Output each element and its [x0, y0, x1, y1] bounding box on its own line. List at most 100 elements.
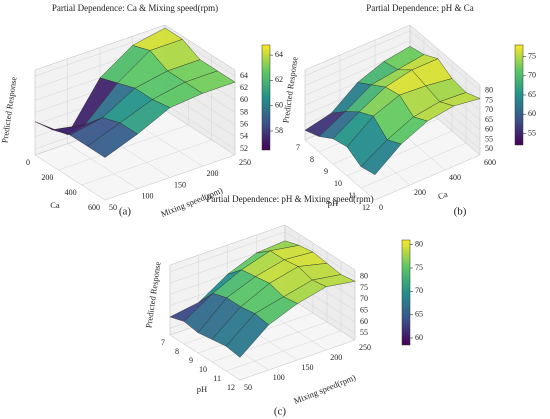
- surface-patch: [87, 122, 138, 158]
- surface-patch: [360, 139, 402, 175]
- colorbar-tick-label: 75: [528, 51, 536, 60]
- colorbar-tick-label: 62: [275, 75, 283, 84]
- colorbar-tick-label: 65: [528, 90, 536, 99]
- x-axis-label: Ca: [50, 200, 60, 210]
- z-axis-label: Predicted Response: [143, 261, 162, 329]
- z-tick-label: 70: [360, 294, 368, 303]
- grid-line: [164, 103, 236, 150]
- z-tick-label: 60: [240, 95, 248, 104]
- z-tick-label: 70: [485, 105, 493, 114]
- y-tick-label: 200: [330, 353, 342, 362]
- z-tick-label: 64: [240, 71, 248, 80]
- grid-line: [169, 334, 241, 381]
- colorbar-tick-label: 58: [275, 126, 283, 135]
- y-tick-label: 100: [142, 192, 154, 201]
- x-tick-label: 8: [310, 155, 314, 164]
- x-tick-label: 8: [175, 347, 179, 356]
- y-tick-label: 400: [449, 173, 461, 182]
- x-tick-label: 10: [334, 179, 342, 188]
- y-tick-label: 200: [414, 188, 426, 197]
- colorbar-tick-label: 60: [415, 333, 423, 342]
- surface-patch: [225, 313, 270, 358]
- grid-line: [34, 30, 166, 77]
- z-tick-label: 60: [485, 125, 493, 134]
- panel: 0 200 400 600 50 100 150 200 250 52 54 56 58 60 62 64 Pa…: [0, 3, 283, 219]
- colorbar-tick-label: 75: [415, 263, 423, 272]
- z-tick-label: 75: [360, 283, 368, 292]
- x-tick-label: 0: [26, 158, 30, 167]
- grid-line: [164, 109, 236, 156]
- z-tick-label: 56: [240, 119, 248, 128]
- y-tick-label: 250: [239, 158, 251, 167]
- colorbar: [514, 44, 524, 146]
- z-axis-label: Predicted Response: [280, 56, 299, 124]
- y-axis-label: Mixing speed(rpm): [292, 372, 357, 406]
- panel-label: (a): [119, 206, 132, 218]
- x-tick-label: 7: [296, 143, 300, 152]
- z-tick-label: 50: [485, 144, 493, 153]
- y-tick-label: 150: [302, 363, 314, 372]
- z-tick-label: 54: [240, 132, 248, 141]
- chart-title: Partial Dependence: pH & Ca: [366, 3, 473, 13]
- z-tick-label: 80: [485, 86, 493, 95]
- x-axis-label: pH: [197, 384, 207, 394]
- panel-label: (b): [454, 206, 467, 218]
- panel: 7 8 9 10 11 12 50 100 150 200 250 55 60 65 70 75 80 Parti…: [143, 194, 423, 417]
- z-tick-label: 60: [360, 317, 368, 326]
- x-axis-label: pH: [328, 198, 338, 208]
- colorbar: [261, 44, 271, 151]
- z-tick-label: 55: [485, 134, 493, 143]
- colorbar-tick-label: 60: [275, 101, 283, 110]
- z-tick-label: 52: [240, 144, 248, 153]
- x-tick-label: 12: [227, 383, 235, 392]
- colorbar-tick-label: 65: [415, 309, 423, 318]
- y-tick-label: 0: [379, 203, 383, 212]
- x-tick-label: 10: [199, 365, 207, 374]
- grid-line: [304, 30, 411, 77]
- z-tick-label: 62: [240, 83, 248, 92]
- colorbar-tick-label: 70: [528, 71, 536, 80]
- z-tick-label: 58: [240, 107, 248, 116]
- x-tick-label: 600: [88, 203, 100, 212]
- x-tick-label: 11: [348, 191, 356, 200]
- z-axis-label: Predicted Response: [0, 76, 19, 144]
- colorbar-tick-label: 70: [415, 286, 423, 295]
- chart-title: Partial Dependence: pH & Mixing speed(rp…: [206, 194, 373, 204]
- grid-line: [34, 154, 106, 201]
- y-tick-label: 600: [484, 158, 496, 167]
- z-tick-label: 55: [360, 328, 368, 337]
- colorbar-tick-label: 64: [275, 50, 283, 59]
- y-tick-label: 200: [207, 169, 219, 178]
- x-tick-label: 400: [65, 188, 77, 197]
- grid-line: [304, 40, 411, 86]
- grid-line: [169, 231, 286, 273]
- grid-line: [374, 154, 481, 201]
- z-tick-label: 75: [485, 95, 493, 104]
- x-tick-label: 12: [362, 203, 370, 212]
- y-tick-label: 50: [244, 383, 252, 392]
- colorbar-tick-label: 80: [415, 239, 423, 248]
- panel-label: (c): [274, 406, 287, 418]
- y-axis-label: Ca: [436, 189, 449, 202]
- z-tick-label: 80: [360, 272, 368, 281]
- x-tick-label: 9: [189, 356, 193, 365]
- x-tick-label: 200: [41, 173, 53, 182]
- z-tick-label: 65: [485, 115, 493, 124]
- grid-line: [409, 30, 481, 92]
- z-tick-label: 65: [360, 305, 368, 314]
- y-tick-label: 100: [273, 373, 285, 382]
- colorbar: [401, 239, 411, 346]
- colorbar-tick-label: 55: [528, 128, 536, 137]
- grid-line: [67, 143, 138, 189]
- chart-title: Partial Dependence: Ca & Mixing speed(rp…: [52, 3, 218, 13]
- y-tick-label: 50: [109, 203, 117, 212]
- grid-line: [284, 231, 356, 277]
- x-tick-label: 11: [213, 374, 221, 383]
- grid-line: [360, 142, 467, 189]
- grid-line: [304, 139, 376, 201]
- y-tick-label: 250: [359, 343, 371, 352]
- x-tick-label: 7: [161, 338, 165, 347]
- colorbar-tick-label: 60: [528, 109, 536, 118]
